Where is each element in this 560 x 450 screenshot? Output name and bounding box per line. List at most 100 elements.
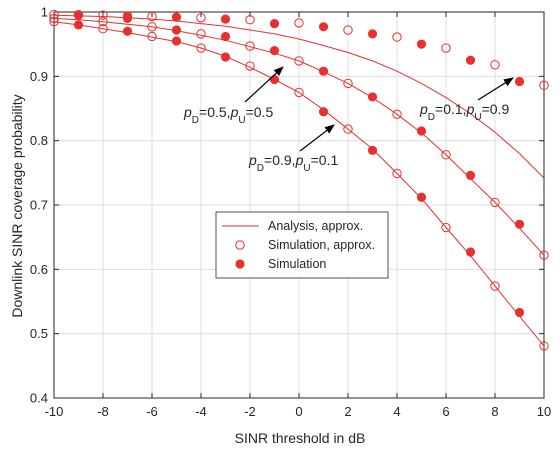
sim-approx-point xyxy=(147,22,157,32)
simulation-point xyxy=(514,219,525,229)
sim-approx-point xyxy=(245,41,255,51)
sim-approx-point xyxy=(490,197,500,208)
sim-approx-point xyxy=(490,281,500,291)
sim-approx-point xyxy=(98,24,108,34)
annotation-part: U xyxy=(474,112,481,123)
sim-approx-point xyxy=(343,78,353,89)
annotation-part: U xyxy=(238,115,245,126)
legend-label-simulation: Simulation xyxy=(268,257,326,271)
x-axis-label: SINR threshold in dB xyxy=(235,430,366,446)
legend-swatch-simulation xyxy=(235,259,245,269)
x-tick-label: 0 xyxy=(295,404,302,419)
simulation-point xyxy=(514,76,525,87)
sim-approx-point xyxy=(343,124,353,134)
sim-approx-point xyxy=(441,222,451,233)
sim-approx-point xyxy=(196,29,206,39)
annotation-part: =0.5, xyxy=(199,104,231,120)
annotation-part: D xyxy=(428,112,435,123)
simulation-point xyxy=(416,126,427,136)
x-tick-label: -2 xyxy=(244,404,256,419)
x-tick-label: -8 xyxy=(97,404,109,419)
sim-approx-point xyxy=(98,16,108,27)
simulation-point xyxy=(269,46,280,56)
simulation-point xyxy=(416,192,427,202)
annotation-part: U xyxy=(303,163,310,174)
x-tick-label: 8 xyxy=(491,404,498,419)
simulation-point xyxy=(318,66,329,76)
x-tick-label: -10 xyxy=(45,404,64,419)
x-tick-label: 4 xyxy=(393,404,400,419)
series-layer xyxy=(49,9,549,351)
annotation-part: =0.1 xyxy=(311,152,339,168)
y-tick-label: 0.7 xyxy=(30,198,48,213)
annotation-arrow xyxy=(244,66,284,103)
sim-approx-point xyxy=(490,60,500,70)
sim-approx-point xyxy=(49,13,59,24)
curve-1 xyxy=(49,10,549,260)
x-tick-label: 6 xyxy=(442,404,449,419)
axis-ticks: -10 -8 -6 -4 -2 0 2 4 6 8 10 0.4 0.5 0.6 0.7 0.8 0.9 1 xyxy=(30,5,551,420)
simulation-point xyxy=(318,22,329,32)
curve-annotation-2: pD=0.9,pU=0.1 xyxy=(248,152,338,174)
sim-approx-point xyxy=(147,11,157,22)
analysis-line xyxy=(53,14,545,179)
x-tick-label: 2 xyxy=(344,404,351,419)
sim-approx-point xyxy=(196,13,206,23)
sim-approx-point xyxy=(539,341,549,351)
simulation-point xyxy=(220,52,231,62)
annotation-arrow xyxy=(477,77,514,101)
simulation-point xyxy=(367,92,378,102)
curve-2 xyxy=(49,16,549,351)
curve-annotation-1: pD=0.5,pU=0.5 xyxy=(183,104,273,126)
simulation-point xyxy=(171,12,182,22)
sim-approx-point xyxy=(441,43,451,53)
simulation-point xyxy=(269,18,280,29)
annotation-part: =0.9, xyxy=(264,152,296,168)
simulation-point xyxy=(73,20,84,30)
sim-approx-point xyxy=(294,56,304,66)
simulation-point xyxy=(367,145,378,155)
legend-label-analysis: Analysis, approx. xyxy=(268,219,363,233)
legend-label-sim-approx: Simulation, approx. xyxy=(268,238,375,252)
simulation-point xyxy=(73,10,84,20)
sim-approx-point xyxy=(294,18,304,28)
grid-lines xyxy=(53,11,545,399)
y-tick-label: 0.5 xyxy=(30,326,48,341)
simulation-point xyxy=(122,13,133,24)
simulation-point xyxy=(514,307,525,318)
annotation-part: p xyxy=(466,101,475,117)
simulation-point xyxy=(171,25,182,35)
annotation-arrow xyxy=(299,124,335,152)
y-tick-label: 0.6 xyxy=(30,262,48,277)
annotation-part: p xyxy=(183,104,192,120)
simulation-point xyxy=(269,74,280,85)
y-tick-label: 0.8 xyxy=(30,133,48,148)
sim-approx-point xyxy=(147,31,157,42)
x-tick-label: -4 xyxy=(195,404,207,419)
simulation-point xyxy=(220,31,231,42)
annotations: pD=0.1,pU=0.9pD=0.5,pU=0.5pD=0.9,pU=0.1 xyxy=(183,66,514,174)
simulation-point xyxy=(171,36,182,46)
simulation-point xyxy=(465,55,476,65)
sim-approx-point xyxy=(392,109,402,119)
sim-approx-point xyxy=(294,87,304,98)
sim-approx-point xyxy=(392,32,402,42)
simulation-point xyxy=(465,247,476,257)
annotation-part: =0.1, xyxy=(435,101,467,117)
annotation-part: p xyxy=(248,152,257,168)
sim-approx-point xyxy=(245,15,255,25)
simulation-point xyxy=(465,170,476,181)
annotation-part: p xyxy=(295,152,304,168)
legend-swatch-sim-approx xyxy=(235,240,245,250)
sim-approx-point xyxy=(392,168,402,179)
sim-approx-point xyxy=(343,25,353,35)
legend: Analysis, approx. Simulation, approx. Si… xyxy=(215,211,389,279)
annotation-part: D xyxy=(192,115,199,126)
x-tick-label: -6 xyxy=(146,404,158,419)
simulation-point xyxy=(220,14,231,24)
sim-approx-point xyxy=(441,150,451,160)
curve-annotation-0: pD=0.1,pU=0.9 xyxy=(419,101,509,123)
annotation-part: D xyxy=(257,163,264,174)
curve-0 xyxy=(49,9,549,179)
y-tick-label: 1 xyxy=(41,5,48,20)
